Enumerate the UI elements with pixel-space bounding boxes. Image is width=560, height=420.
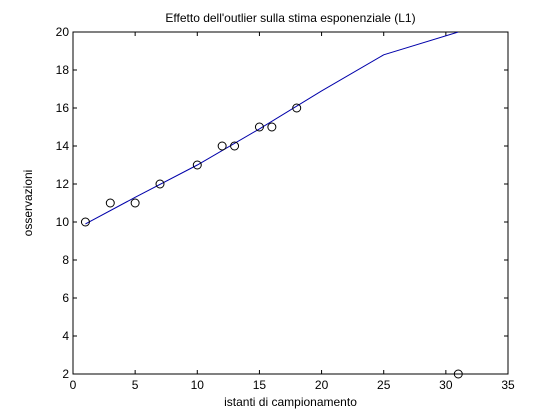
x-tick-label: 35: [501, 378, 515, 392]
x-tick-label: 15: [253, 378, 267, 392]
data-point: [254, 122, 264, 132]
fit-line: [85, 32, 459, 225]
x-tick-label: 25: [377, 378, 391, 392]
data-point: [155, 179, 165, 189]
chart-title: Effetto dell'outlier sulla stima esponen…: [165, 11, 415, 25]
y-tick-label: 18: [56, 63, 70, 77]
y-tick-label: 12: [56, 177, 70, 191]
axis-ticks: [72, 31, 509, 375]
data-point: [80, 217, 90, 227]
axis-tick-labels: 0 5 10 15 20 25 30 35 2 4 6 8 10 12 14 16 18 20: [56, 25, 515, 392]
plot-area: [72, 31, 509, 375]
y-tick-label: 20: [56, 25, 70, 39]
data-point: [453, 369, 463, 379]
y-tick-label: 4: [62, 329, 69, 343]
data-point: [130, 198, 140, 208]
y-tick-label: 10: [56, 215, 70, 229]
data-point: [105, 198, 115, 208]
data-point: [192, 160, 202, 170]
x-tick-label: 10: [191, 378, 205, 392]
x-tick-label: 20: [315, 378, 329, 392]
data-point: [292, 103, 302, 113]
x-tick-label: 0: [70, 378, 77, 392]
series-lines: [85, 32, 459, 225]
x-tick-label: 5: [132, 378, 139, 392]
x-axis-title: istanti di campionamento: [224, 395, 357, 409]
y-axis-title: osservazioni: [21, 170, 35, 237]
data-point: [267, 122, 277, 132]
x-tick-label: 30: [439, 378, 453, 392]
y-tick-label: 16: [56, 101, 70, 115]
data-point: [217, 141, 227, 151]
series-points: [80, 103, 463, 379]
y-tick-label: 8: [62, 253, 69, 267]
data-point: [230, 141, 240, 151]
y-tick-label: 2: [62, 367, 69, 381]
y-tick-label: 14: [56, 139, 70, 153]
y-tick-label: 6: [62, 291, 69, 305]
